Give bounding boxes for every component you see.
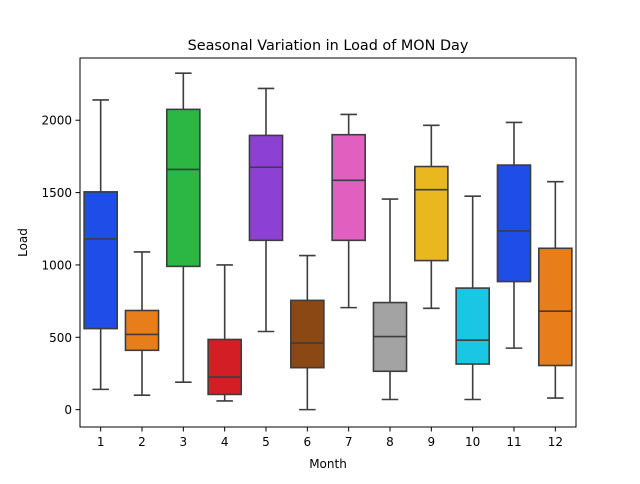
x-tick-label: 3 — [180, 435, 188, 449]
x-tick-label: 10 — [465, 435, 480, 449]
box-group-month-11 — [496, 121, 532, 349]
x-tick-label: 11 — [506, 435, 521, 449]
box-group-month-12 — [537, 180, 573, 399]
x-axis: 1 2 3 4 5 6 7 8 9 10 11 12 — [97, 427, 563, 449]
box-group-month-8 — [372, 198, 408, 401]
box-month-9 — [413, 165, 449, 262]
box-group-month-5 — [248, 87, 284, 333]
y-tick-label: 500 — [49, 331, 72, 345]
box-month-4 — [207, 338, 242, 396]
plot-frame — [79, 57, 577, 428]
box-month-7 — [331, 133, 366, 242]
box-month-2 — [124, 309, 160, 352]
x-tick-label: 5 — [262, 435, 270, 449]
x-tick-label: 9 — [428, 435, 436, 449]
box-group-month-3 — [166, 72, 201, 383]
box-month-10 — [455, 287, 490, 365]
box-group-month-9 — [413, 124, 449, 310]
x-tick-label: 4 — [221, 435, 229, 449]
box-group-month-10 — [455, 195, 490, 401]
x-tick-label: 7 — [345, 435, 353, 449]
x-axis-label: Month — [309, 457, 347, 471]
x-tick-label: 8 — [386, 435, 394, 449]
box-month-12 — [537, 247, 573, 367]
box-month-5 — [248, 134, 284, 242]
y-axis-label: Load — [16, 228, 30, 257]
x-tick-label: 6 — [304, 435, 312, 449]
x-tick-label: 12 — [548, 435, 563, 449]
boxes-layer — [83, 72, 573, 411]
x-tick-label: 1 — [97, 435, 105, 449]
box-group-month-1 — [83, 99, 118, 391]
box-month-6 — [289, 299, 325, 369]
box-month-3 — [166, 108, 201, 268]
box-month-1 — [83, 191, 118, 330]
box-month-11 — [496, 164, 532, 283]
y-tick-label: 1000 — [41, 258, 72, 272]
y-tick-label: 2000 — [41, 114, 72, 128]
box-group-month-7 — [331, 113, 366, 309]
box-group-month-2 — [124, 251, 160, 396]
y-axis: 0 500 1000 1500 2000 — [41, 114, 80, 417]
x-tick-label: 2 — [138, 435, 146, 449]
box-group-month-6 — [289, 254, 325, 411]
y-tick-label: 0 — [64, 403, 72, 417]
y-tick-label: 1500 — [41, 186, 72, 200]
box-group-month-4 — [207, 264, 242, 402]
chart-title: Seasonal Variation in Load of MON Day — [188, 38, 469, 54]
